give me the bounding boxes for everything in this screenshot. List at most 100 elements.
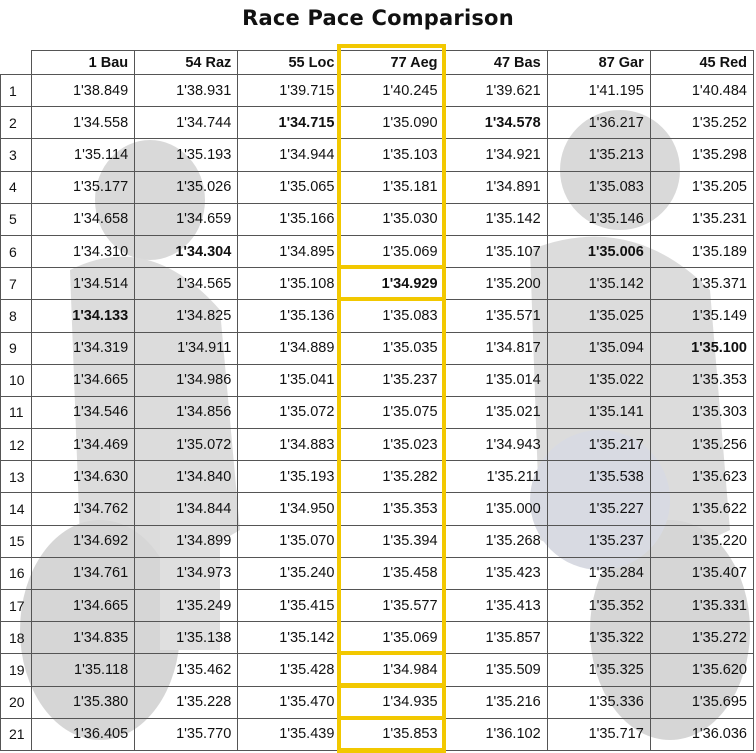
driver-column-header: 87 Gar	[546, 50, 651, 75]
driver-column-header: 54 Raz	[134, 50, 239, 75]
lap-time-cell: 1'35.025	[546, 299, 651, 333]
lap-time-cell: 1'34.891	[443, 170, 548, 204]
lap-time-cell: 1'35.030	[340, 202, 445, 236]
lap-number: 17	[0, 588, 33, 623]
lap-time-cell: 1'35.083	[546, 170, 651, 204]
lap-time-cell: 1'40.245	[340, 73, 445, 108]
lap-number: 11	[0, 395, 33, 430]
lap-time-cell: 1'35.103	[340, 138, 445, 172]
lap-time-cell: 1'34.856	[134, 395, 239, 430]
lap-time-cell: 1'35.272	[649, 621, 755, 655]
lap-time-cell: 1'34.973	[134, 556, 239, 591]
lap-time-cell: 1'34.514	[31, 267, 136, 301]
lap-time-cell: 1'34.911	[134, 331, 239, 365]
lap-time-cell: 1'35.857	[443, 621, 548, 655]
lap-time-cell: 1'35.303	[649, 395, 755, 430]
lap-time-cell: 1'35.620	[649, 653, 755, 687]
lap-time-cell: 1'35.177	[31, 170, 136, 204]
lap-time-cell: 1'34.558	[31, 106, 136, 140]
lap-time-cell: 1'35.000	[443, 492, 548, 526]
table-row: 9 1'34.319 1'34.911 1'34.889 1'35.035 1'34.81…	[0, 331, 755, 365]
lap-time-cell: 1'35.022	[546, 363, 651, 397]
lap-time-cell: 1'38.849	[31, 73, 136, 108]
lap-time-cell: 1'34.761	[31, 556, 136, 591]
lap-time-cell: 1'34.630	[31, 460, 136, 494]
lap-time-cell: 1'39.715	[237, 73, 342, 108]
lap-number: 12	[0, 428, 33, 462]
lap-time-cell: 1'35.211	[443, 460, 548, 494]
lap-time-cell: 1'36.036	[649, 717, 755, 751]
driver-column-header: 77 Aeg	[340, 50, 445, 75]
lap-time-cell: 1'35.072	[134, 428, 239, 462]
lap-number: 19	[0, 653, 33, 687]
lap-time-cell: 1'38.931	[134, 73, 239, 108]
lap-time-cell: 1'34.950	[237, 492, 342, 526]
lap-time-cell: 1'35.228	[134, 685, 239, 719]
lap-time-cell: 1'35.462	[134, 653, 239, 687]
lap-time-cell: 1'34.546	[31, 395, 136, 430]
lap-time-cell: 1'35.353	[649, 363, 755, 397]
table-row: 8 1'34.133 1'34.825 1'35.136 1'35.083 1'35.57…	[0, 299, 755, 333]
lap-time-cell: 1'36.217	[546, 106, 651, 140]
lap-time-cell: 1'34.825	[134, 299, 239, 333]
lap-time-cell: 1'35.166	[237, 202, 342, 236]
lap-time-cell: 1'34.310	[31, 234, 136, 269]
table-row: 17 1'34.665 1'35.249 1'35.415 1'35.577 1'35.4…	[0, 588, 755, 623]
lap-time-cell: 1'35.394	[340, 524, 445, 558]
lap-number: 4	[0, 170, 33, 204]
table-row: 16 1'34.761 1'34.973 1'35.240 1'35.458 1'35.4…	[0, 556, 755, 591]
table-row: 19 1'35.118 1'35.462 1'35.428 1'34.984 1'35.5…	[0, 653, 755, 687]
lap-time-cell: 1'35.021	[443, 395, 548, 430]
table-row: 21 1'36.405 1'35.770 1'35.439 1'35.853 1'36.1…	[0, 717, 755, 751]
lap-time-cell: 1'35.577	[340, 588, 445, 623]
lap-time-cell: 1'35.853	[340, 717, 445, 751]
table-row: 11 1'34.546 1'34.856 1'35.072 1'35.075 1'35.0…	[0, 395, 755, 430]
lap-time-cell: 1'35.026	[134, 170, 239, 204]
header-row: 1 Bau 54 Raz 55 Loc 77 Aeg 47 Bas 87 Gar…	[0, 50, 755, 75]
lap-time-cell: 1'35.141	[546, 395, 651, 430]
lap-time-cell: 1'35.069	[340, 234, 445, 269]
lap-column-header	[0, 50, 33, 75]
lap-time-cell: 1'40.484	[649, 73, 755, 108]
lap-time-cell: 1'34.762	[31, 492, 136, 526]
lap-number: 10	[0, 363, 33, 397]
driver-column-header: 55 Loc	[237, 50, 342, 75]
lap-time-cell: 1'35.439	[237, 717, 342, 751]
lap-number: 21	[0, 717, 33, 751]
lap-time-cell: 1'35.181	[340, 170, 445, 204]
lap-number: 7	[0, 267, 33, 301]
lap-time-cell: 1'35.193	[134, 138, 239, 172]
lap-number: 13	[0, 460, 33, 494]
lap-time-cell: 1'35.249	[134, 588, 239, 623]
lap-time-cell: 1'39.621	[443, 73, 548, 108]
lap-time-cell: 1'34.469	[31, 428, 136, 462]
lap-time-cell: 1'35.014	[443, 363, 548, 397]
lap-time-cell: 1'35.108	[237, 267, 342, 301]
lap-time-cell: 1'35.083	[340, 299, 445, 333]
lap-time-cell: 1'34.944	[237, 138, 342, 172]
lap-time-cell: 1'35.200	[443, 267, 548, 301]
lap-number: 6	[0, 234, 33, 269]
lap-time-cell: 1'34.835	[31, 621, 136, 655]
lap-time-cell: 1'35.407	[649, 556, 755, 591]
lap-time-cell: 1'35.227	[546, 492, 651, 526]
lap-time-cell: 1'35.325	[546, 653, 651, 687]
lap-time-cell: 1'35.717	[546, 717, 651, 751]
lap-time-cell: 1'35.231	[649, 202, 755, 236]
lap-time-cell: 1'35.237	[546, 524, 651, 558]
lap-time-cell: 1'35.622	[649, 492, 755, 526]
lap-time-cell: 1'35.205	[649, 170, 755, 204]
lap-time-cell: 1'35.138	[134, 621, 239, 655]
lap-time-cell: 1'34.319	[31, 331, 136, 365]
lap-time-cell: 1'35.069	[340, 621, 445, 655]
lap-time-cell: 1'35.423	[443, 556, 548, 591]
driver-column-header: 45 Red	[649, 50, 755, 75]
lap-time-cell: 1'35.237	[340, 363, 445, 397]
lap-time-cell: 1'35.322	[546, 621, 651, 655]
lap-time-cell: 1'35.331	[649, 588, 755, 623]
lap-time-cell: 1'34.692	[31, 524, 136, 558]
driver-column-header: 47 Bas	[443, 50, 548, 75]
lap-time-cell: 1'34.715	[237, 106, 342, 140]
lap-number: 5	[0, 202, 33, 236]
lap-time-cell: 1'34.304	[134, 234, 239, 269]
